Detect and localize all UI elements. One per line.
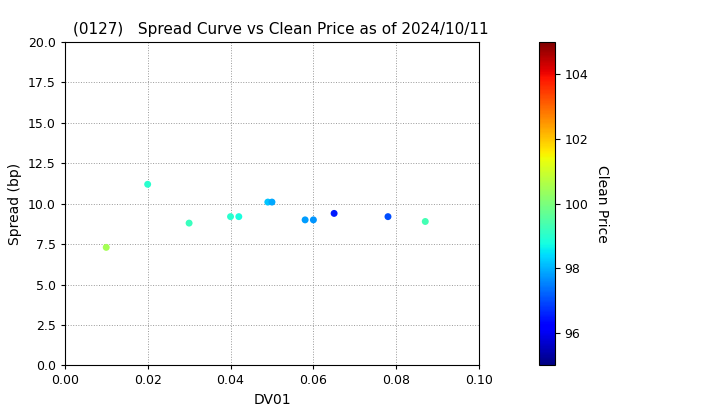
Point bbox=[225, 213, 236, 220]
Y-axis label: Clean Price: Clean Price bbox=[595, 165, 609, 243]
Text: (0127)   Spread Curve vs Clean Price as of 2024/10/11: (0127) Spread Curve vs Clean Price as of… bbox=[73, 22, 489, 37]
Y-axis label: Spread (bp): Spread (bp) bbox=[9, 163, 22, 245]
Point bbox=[233, 213, 245, 220]
Point bbox=[420, 218, 431, 225]
Point bbox=[142, 181, 153, 188]
Point bbox=[184, 220, 195, 226]
Point bbox=[101, 244, 112, 251]
Point bbox=[382, 213, 394, 220]
X-axis label: DV01: DV01 bbox=[253, 393, 291, 407]
Point bbox=[300, 217, 311, 223]
Point bbox=[266, 199, 278, 205]
Point bbox=[307, 217, 319, 223]
Point bbox=[328, 210, 340, 217]
Point bbox=[262, 199, 274, 205]
